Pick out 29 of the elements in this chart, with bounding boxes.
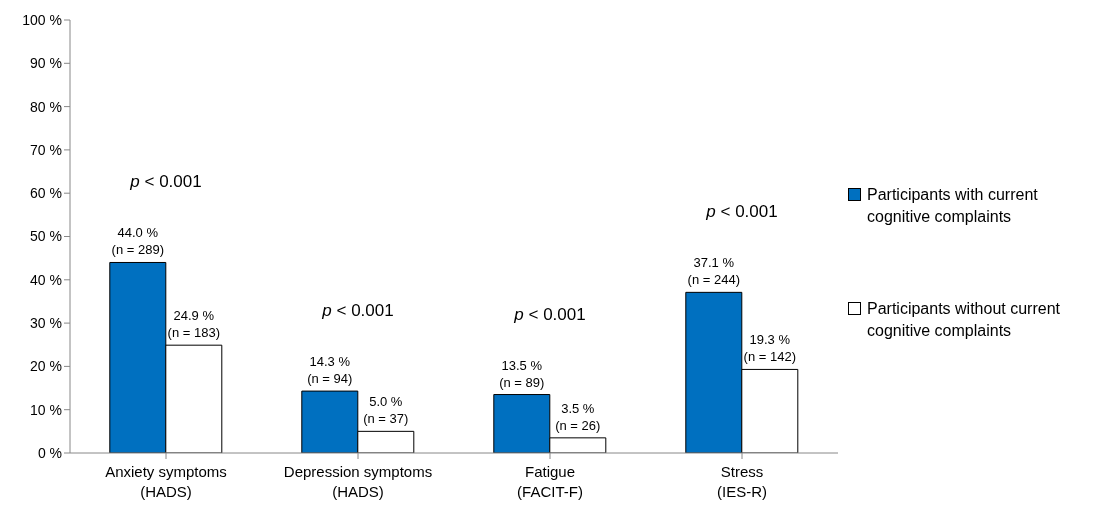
legend-label: Participants with current cognitive complaints xyxy=(867,185,1039,227)
x-tick-label: Fatigue (FACIT-F) xyxy=(517,463,583,500)
data-label: 24.9 % (n = 183) xyxy=(167,308,220,341)
x-tick-label: Stress (IES-R) xyxy=(717,463,767,500)
data-label: 5.0 % (n = 37) xyxy=(363,394,409,427)
x-tick-label: Anxiety symptoms (HADS) xyxy=(105,463,227,500)
y-tick-label: 100 % xyxy=(22,11,62,28)
y-tick-label: 80 % xyxy=(30,98,62,115)
y-tick-label: 20 % xyxy=(30,358,62,375)
y-tick-label: 0 % xyxy=(37,444,62,461)
data-label: 37.1 % (n = 244) xyxy=(687,255,740,288)
data-label: 44.0 % (n = 289) xyxy=(111,225,164,258)
y-tick-label: 30 % xyxy=(30,315,62,332)
legend-label: Participants without current cognitive complaints xyxy=(867,299,1061,341)
y-tick-label: 90 % xyxy=(30,55,62,72)
y-tick-label: 60 % xyxy=(30,185,62,202)
annotation: p < 0.001 xyxy=(705,202,778,222)
y-tick-label: 10 % xyxy=(30,401,62,418)
data-label: 14.3 % (n = 94) xyxy=(307,354,353,387)
annotation: p < 0.001 xyxy=(129,172,202,192)
annotation: p < 0.001 xyxy=(513,304,586,324)
y-tick-label: 70 % xyxy=(30,141,62,158)
data-label: 3.5 % (n = 26) xyxy=(555,400,601,433)
data-label: 19.3 % (n = 142) xyxy=(743,332,796,365)
y-tick-label: 50 % xyxy=(30,228,62,245)
x-tick-label: Depression symptoms (HADS) xyxy=(283,463,433,500)
data-label: 13.5 % (n = 89) xyxy=(499,357,545,390)
annotation: p < 0.001 xyxy=(321,301,394,321)
y-tick-label: 40 % xyxy=(30,271,62,288)
